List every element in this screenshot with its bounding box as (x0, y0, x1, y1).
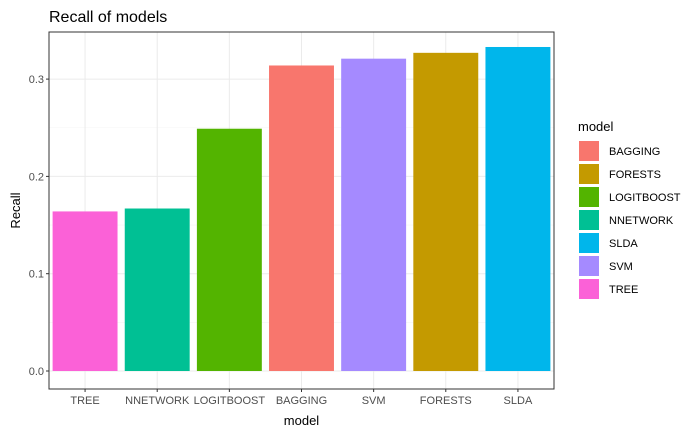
x-tick-label: NNETWORK (125, 395, 190, 407)
y-tick-label: 0.1 (29, 269, 44, 281)
legend-key-svm (579, 256, 599, 276)
x-tick-label: TREE (70, 395, 99, 407)
x-axis: TREE NNETWORK LOGITBOOST BAGGING SVM FORESTS S… (70, 389, 533, 407)
legend-label: NNETWORK (609, 215, 674, 227)
bar-forests (413, 52, 479, 371)
legend-key-bagging (579, 141, 599, 161)
x-tick-label: SLDA (504, 395, 533, 407)
y-axis: 0.0 0.1 0.2 0.3 (29, 74, 49, 378)
legend-key-slda (579, 233, 599, 253)
bar-nnetwork (124, 208, 190, 371)
x-tick-label: BAGGING (276, 395, 327, 407)
bar-slda (485, 46, 551, 372)
y-tick-label: 0.3 (29, 74, 44, 86)
bars (52, 46, 551, 372)
legend-key-nnetwork (579, 210, 599, 230)
y-axis-title: Recall (8, 192, 23, 228)
legend-key-logitboost (579, 187, 599, 207)
legend-label: SVM (609, 261, 633, 273)
x-axis-title: model (284, 413, 320, 428)
legend: model BAGGING FORESTS LOGITBOOST NNETWORK SL… (578, 119, 681, 299)
bar-tree (52, 211, 118, 371)
y-tick-label: 0.0 (29, 366, 44, 378)
x-tick-label: SVM (362, 395, 386, 407)
legend-title: model (578, 119, 614, 134)
legend-label: BAGGING (609, 146, 660, 158)
bar-logitboost (196, 128, 262, 371)
y-tick-label: 0.2 (29, 171, 44, 183)
legend-key-forests (579, 164, 599, 184)
bar-svm (341, 58, 407, 372)
legend-label: FORESTS (609, 169, 661, 181)
legend-key-tree (579, 279, 599, 299)
x-tick-label: FORESTS (420, 395, 472, 407)
legend-items: BAGGING FORESTS LOGITBOOST NNETWORK SLDA SVM T… (579, 141, 681, 299)
chart-title: Recall of models (49, 9, 167, 26)
legend-label: TREE (609, 284, 638, 296)
bar-bagging (269, 65, 334, 371)
legend-label: SLDA (609, 238, 638, 250)
x-tick-label: LOGITBOOST (194, 395, 266, 407)
legend-label: LOGITBOOST (609, 192, 681, 204)
